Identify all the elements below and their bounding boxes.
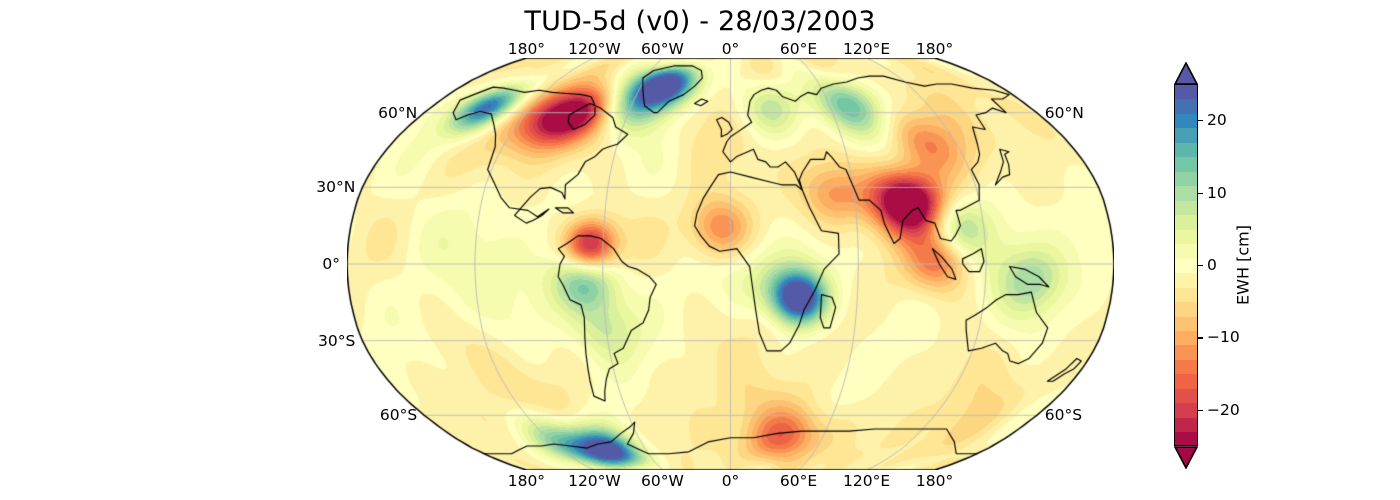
- latitude-tick-label: 60°N: [378, 103, 418, 122]
- colorbar-band: [1175, 432, 1197, 445]
- longitude-tick-label: 120°W: [568, 472, 621, 490]
- colorbar-tick: [1198, 409, 1203, 412]
- longitude-tick-label: 180°: [915, 40, 954, 58]
- colorbar-tick: [1198, 265, 1203, 267]
- latitude-tick-label: 30°S: [318, 331, 356, 350]
- longitude-tick-label: 180°: [915, 472, 954, 490]
- colorbar: 20 10 0 −10 −20: [1173, 61, 1240, 470]
- colorbar-band: [1175, 258, 1197, 274]
- colorbar-band: [1175, 374, 1197, 389]
- colorbar-band: [1175, 403, 1197, 418]
- longitude-tick-label: 0°: [721, 40, 740, 58]
- map-clip: [347, 58, 1114, 470]
- colorbar-band: [1175, 359, 1197, 375]
- longitude-tick-label: 180°: [507, 40, 546, 58]
- colorbar-band: [1175, 186, 1197, 201]
- colorbar-tick-label: 20: [1207, 111, 1227, 130]
- colorbar-band: [1175, 157, 1197, 172]
- colorbar-tick-label: −20: [1207, 400, 1240, 419]
- colorbar-band: [1175, 345, 1197, 360]
- colorbar-band: [1175, 388, 1197, 404]
- colorbar-label: EWH [cm]: [1233, 225, 1253, 305]
- colorbar-tick: [1198, 120, 1203, 122]
- colorbar-tick-label: 0: [1207, 256, 1217, 274]
- longitude-tick-label: 60°W: [641, 472, 684, 490]
- colorbar-band: [1175, 128, 1197, 143]
- colorbar-tick: [1198, 337, 1203, 339]
- longitude-tick-label: 60°W: [641, 40, 684, 58]
- colorbar-gradient: [1174, 84, 1198, 446]
- colorbar-tick: [1198, 192, 1203, 194]
- colorbar-band: [1175, 200, 1197, 216]
- colorbar-extend-min-arrow: [1173, 446, 1199, 470]
- latitude-tick-label: 60°N: [1044, 103, 1084, 122]
- colorbar-tick-label: 10: [1207, 183, 1227, 202]
- longitude-tick-label: 180°: [507, 472, 546, 490]
- longitude-tick-label: 0°: [721, 472, 740, 490]
- longitude-tick-label: 120°E: [842, 472, 891, 490]
- colorbar-band: [1175, 316, 1197, 331]
- latitude-tick-label: 30°N: [316, 178, 356, 197]
- ewh-heatmap-canvas: [347, 58, 1114, 470]
- colorbar-band: [1175, 417, 1197, 433]
- colorbar-band: [1175, 99, 1197, 114]
- colorbar-band: [1175, 171, 1197, 187]
- latitude-tick-label: 0°: [322, 255, 340, 273]
- longitude-tick-label: 120°W: [568, 40, 621, 58]
- colorbar-band: [1175, 330, 1197, 346]
- colorbar-tick-label: −10: [1207, 328, 1240, 347]
- colorbar-extend-max-arrow: [1173, 61, 1199, 85]
- figure-title: TUD-5d (v0) - 28/03/2003: [524, 6, 876, 37]
- longitude-tick-label: 60°E: [779, 40, 818, 58]
- colorbar-band: [1175, 273, 1197, 288]
- longitude-tick-label: 120°E: [842, 40, 891, 58]
- latitude-tick-label: 60°S: [379, 406, 418, 425]
- colorbar-band: [1175, 302, 1197, 317]
- colorbar-band: [1175, 229, 1197, 245]
- colorbar-band: [1175, 244, 1197, 259]
- map-axes: [347, 58, 1114, 470]
- colorbar-band: [1175, 215, 1197, 230]
- colorbar-band: [1175, 85, 1197, 100]
- colorbar-band: [1175, 287, 1197, 303]
- longitude-tick-label: 60°E: [779, 472, 818, 490]
- latitude-tick-label: 60°S: [1044, 406, 1083, 425]
- colorbar-band: [1175, 113, 1197, 129]
- colorbar-band: [1175, 142, 1197, 158]
